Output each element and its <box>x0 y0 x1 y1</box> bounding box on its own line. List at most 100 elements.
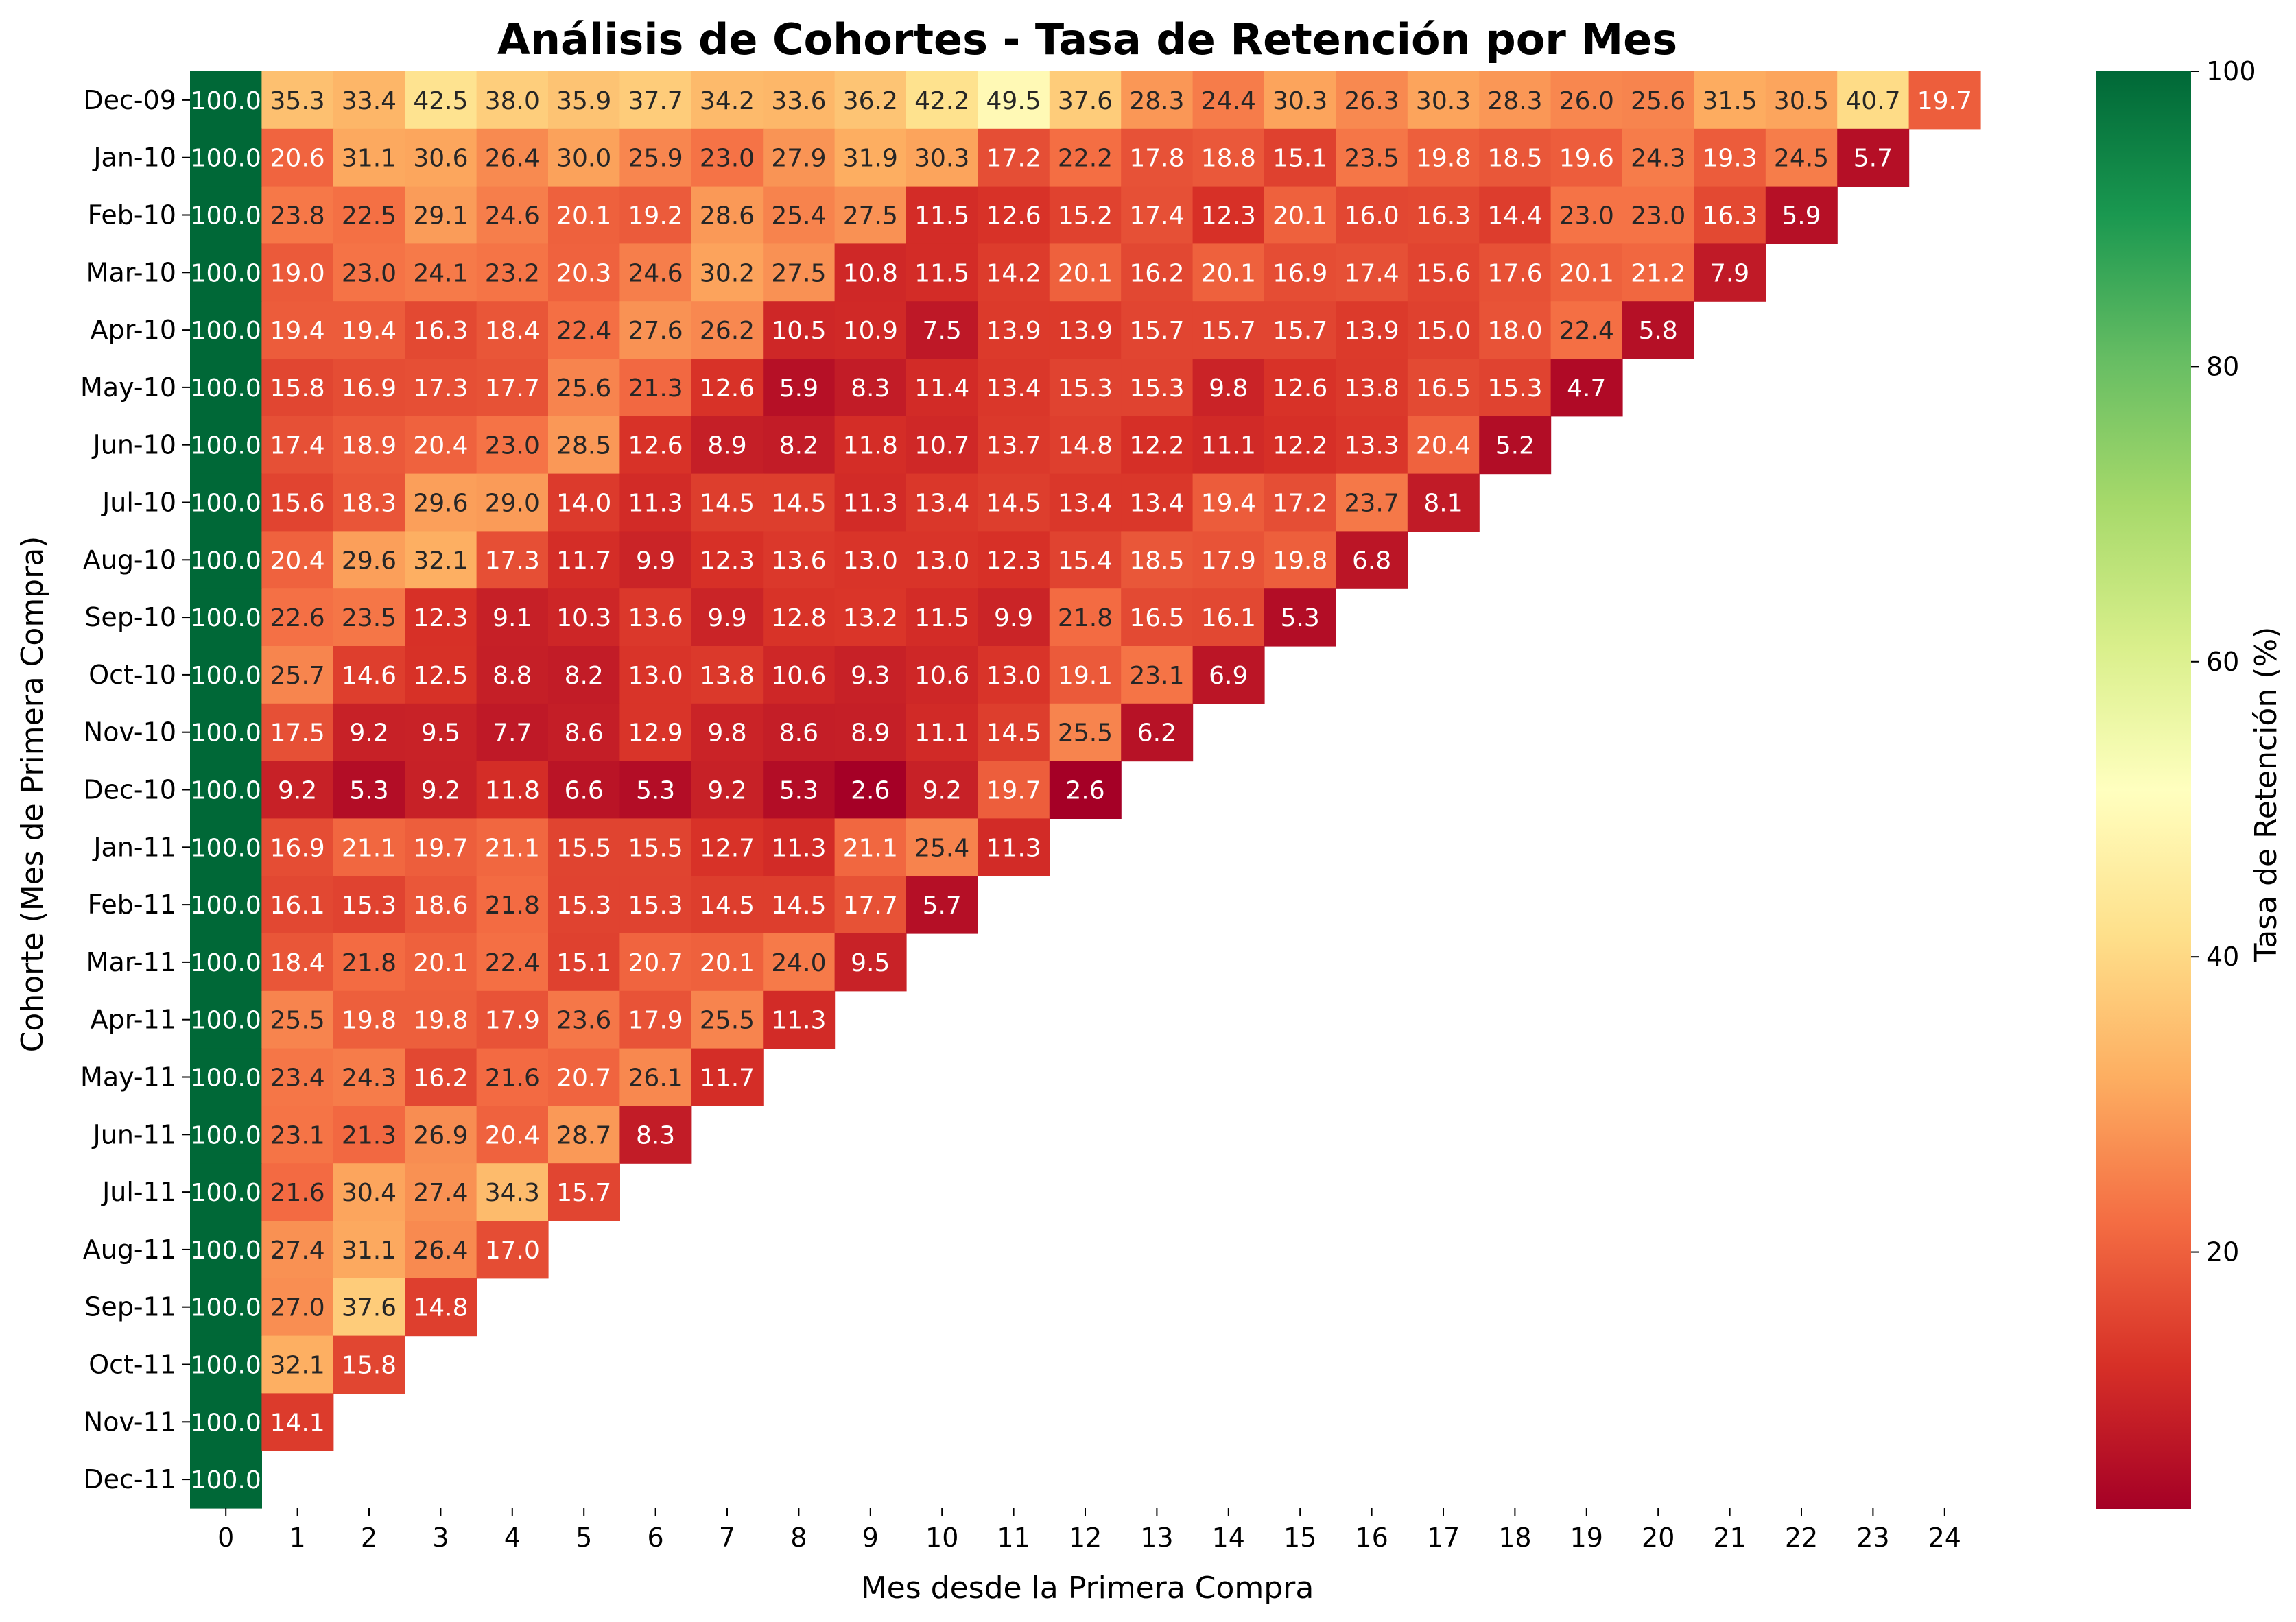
cell-value-label: 9.1 <box>493 604 532 632</box>
heatmap-cell <box>1049 71 1122 130</box>
heatmap-cell <box>1049 531 1122 589</box>
y-tick-label: Oct-10 <box>88 660 176 690</box>
cell-value-label: 25.5 <box>270 1007 325 1035</box>
cell-value-label: 21.8 <box>1058 604 1113 632</box>
cell-value-label: 27.4 <box>413 1179 468 1207</box>
cell-value-label: 13.4 <box>986 374 1041 403</box>
heatmap-cell <box>834 416 907 475</box>
cell-value-label: 20.7 <box>556 1064 611 1093</box>
cell-value-label: 12.2 <box>1129 432 1184 460</box>
heatmap-cell <box>333 818 405 876</box>
cell-value-label: 11.3 <box>771 834 826 862</box>
cell-value-label: 18.5 <box>1129 547 1184 575</box>
cell-value-label: 14.5 <box>700 892 755 920</box>
cell-value-label: 25.4 <box>914 834 969 862</box>
colorbar-ticks: 20 40 60 80 100 <box>2191 56 2256 1267</box>
cell-value-label: 24.3 <box>342 1064 397 1093</box>
cell-value-label: 26.4 <box>485 145 540 173</box>
heatmap-cell <box>261 990 334 1049</box>
cell-value-label: 24.5 <box>1774 145 1829 173</box>
cell-value-label: 16.3 <box>1703 202 1757 230</box>
cell-value-label: 13.6 <box>628 604 683 632</box>
heatmap-cell <box>190 71 262 130</box>
cell-value-label: 5.9 <box>1782 202 1821 230</box>
heatmap-cell <box>619 876 692 934</box>
heatmap-cell <box>978 646 1050 704</box>
heatmap-cell <box>190 990 262 1049</box>
heatmap-cell <box>691 876 764 934</box>
cell-value-label: 9.9 <box>994 604 1033 632</box>
cell-value-label: 21.1 <box>843 834 898 862</box>
cell-value-label: 10.6 <box>914 662 969 690</box>
heatmap-cell <box>1049 128 1122 187</box>
heatmap-cell <box>190 933 262 992</box>
x-tick-label: 9 <box>862 1523 879 1553</box>
cell-value-label: 5.7 <box>1854 145 1893 173</box>
cell-value-label: 19.8 <box>342 1007 397 1035</box>
cell-value-label: 13.0 <box>986 662 1041 690</box>
cell-value-label: 30.3 <box>1273 87 1327 115</box>
heatmap-cell <box>1192 186 1265 244</box>
heatmap-cell <box>1121 186 1194 244</box>
heatmap-cell <box>1264 416 1336 475</box>
cell-value-label: 42.5 <box>413 87 468 115</box>
cell-value-label: 5.8 <box>1639 317 1678 345</box>
heatmap-cell <box>261 531 334 589</box>
heatmap-cell <box>405 531 477 589</box>
y-tick-label: Aug-10 <box>83 545 176 575</box>
heatmap-cell <box>906 531 978 589</box>
x-tick-label: 20 <box>1642 1523 1674 1553</box>
heatmap-cell <box>691 990 764 1049</box>
heatmap-cell <box>1264 588 1336 647</box>
heatmap-cell <box>906 243 978 302</box>
cell-value-label: 25.5 <box>700 1007 755 1035</box>
cell-value-label: 4.7 <box>1567 374 1606 403</box>
cell-value-label: 23.1 <box>1129 662 1184 690</box>
heatmap-cell <box>548 761 620 819</box>
heatmap-cell <box>1550 359 1623 417</box>
heatmap-cell <box>1694 128 1766 187</box>
colorbar-tick-label: 60 <box>2206 647 2239 677</box>
cell-value-label: 19.0 <box>270 259 325 287</box>
heatmap-cell <box>261 359 334 417</box>
heatmap-cell <box>691 128 764 187</box>
cell-value-label: 100.0 <box>191 777 261 805</box>
heatmap-cell <box>906 128 978 187</box>
heatmap-cell <box>476 128 549 187</box>
cell-value-label: 29.1 <box>413 202 468 230</box>
cell-value-label: 35.3 <box>270 87 325 115</box>
heatmap-cell <box>1264 531 1336 589</box>
heatmap-cell <box>333 186 405 244</box>
cell-value-label: 18.0 <box>1487 317 1542 345</box>
heatmap-cell <box>763 703 836 762</box>
heatmap-cell <box>1121 359 1194 417</box>
heatmap-cell <box>405 990 477 1049</box>
cell-value-label: 23.5 <box>1345 145 1399 173</box>
heatmap-cell <box>1622 301 1694 359</box>
cell-value-label: 40.7 <box>1845 87 1900 115</box>
heatmap-cell <box>763 588 836 647</box>
heatmap-cell <box>1049 243 1122 302</box>
cell-value-label: 7.9 <box>1710 259 1749 287</box>
cell-value-label: 30.5 <box>1774 87 1829 115</box>
heatmap-cell <box>1550 128 1623 187</box>
cell-value-label: 20.4 <box>413 432 468 460</box>
cell-value-label: 12.9 <box>628 719 683 748</box>
cell-value-label: 20.1 <box>1058 259 1113 287</box>
colorbar-label: Tasa de Retención (%) <box>2249 627 2284 963</box>
heatmap-cell <box>190 1278 262 1337</box>
x-tick-label: 24 <box>1928 1523 1961 1553</box>
cell-value-label: 13.8 <box>700 662 755 690</box>
chart-title: Análisis de Cohortes - Tasa de Retención… <box>497 14 1677 64</box>
heatmap-cell <box>691 703 764 762</box>
heatmap-cell <box>906 646 978 704</box>
heatmap-cell <box>1192 646 1265 704</box>
heatmap-cell <box>548 818 620 876</box>
heatmap-cell <box>1121 301 1194 359</box>
heatmap-cell <box>1765 71 1838 130</box>
heatmap-cell <box>190 243 262 302</box>
cell-value-label: 16.0 <box>1345 202 1399 230</box>
cell-value-label: 18.5 <box>1487 145 1542 173</box>
cell-value-label: 23.1 <box>270 1121 325 1149</box>
heatmap-cell <box>763 990 836 1049</box>
